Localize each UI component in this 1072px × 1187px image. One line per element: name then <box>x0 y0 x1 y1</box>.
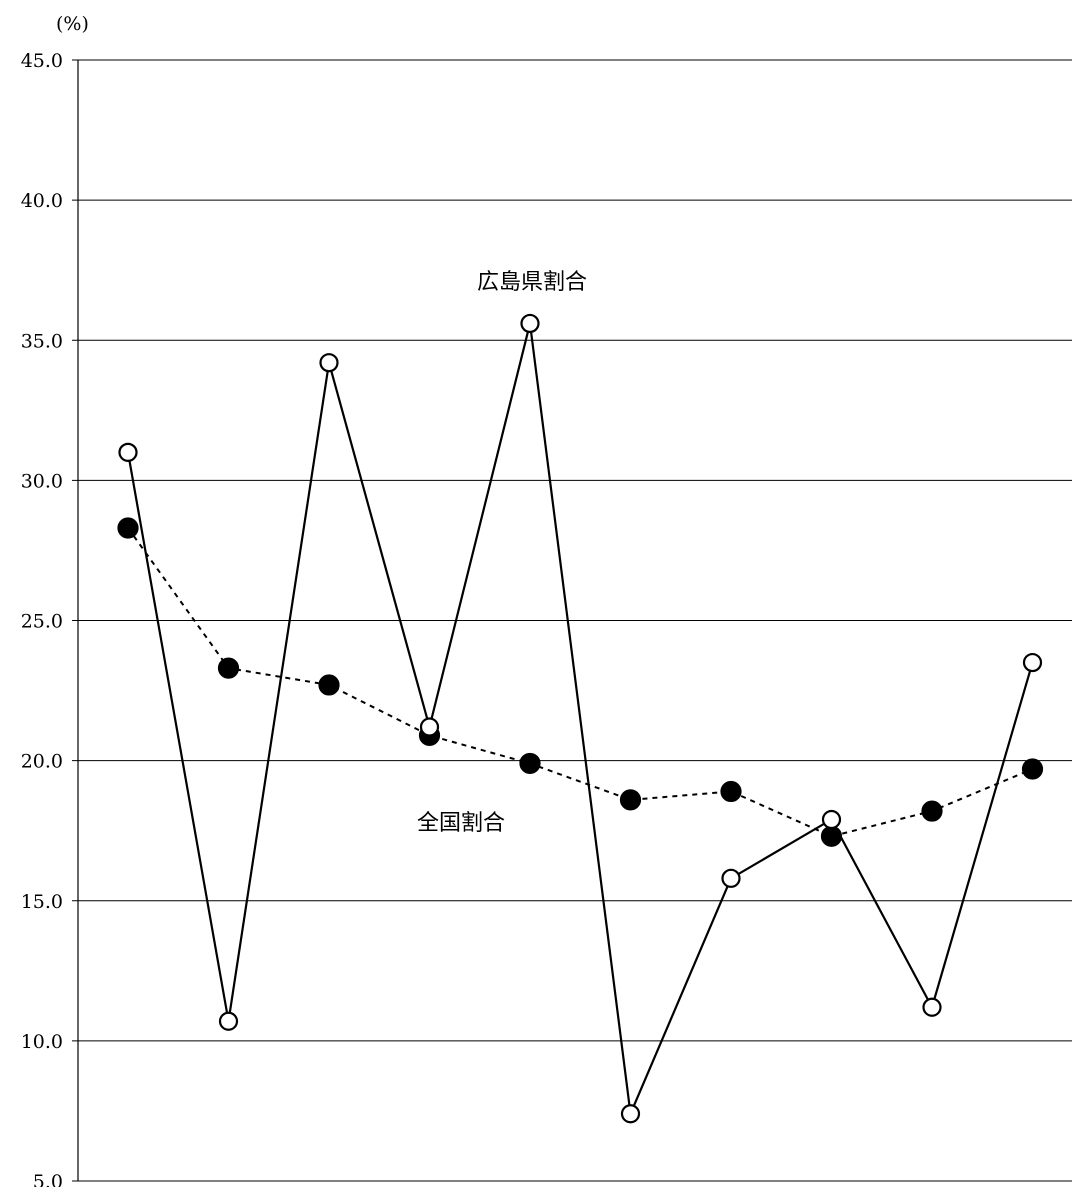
series-label-hiroshima: 広島県割合 <box>477 270 587 295</box>
data-point-national <box>820 825 843 847</box>
y-tick-label: 40.0 <box>21 190 63 212</box>
data-point-national <box>1021 758 1044 780</box>
y-axis-unit-label: (%) <box>56 13 89 35</box>
series-line-national <box>127 527 1033 838</box>
y-tick-label: 5.0 <box>33 1171 63 1187</box>
data-point-national <box>720 780 742 803</box>
series-line-hiroshima <box>126 323 1034 1118</box>
series-label-national: 全国割合 <box>417 811 505 836</box>
data-point-hiroshima <box>620 1104 641 1124</box>
data-point-hiroshima <box>922 997 942 1017</box>
data-point-national <box>519 752 541 775</box>
y-tick-label: 15.0 <box>21 891 63 913</box>
data-markers <box>117 313 1044 1124</box>
data-point-hiroshima <box>520 313 540 334</box>
data-point-hiroshima <box>1022 652 1043 673</box>
data-point-hiroshima <box>218 1011 239 1031</box>
y-tick-label: 20.0 <box>21 751 63 773</box>
data-point-hiroshima <box>721 868 741 888</box>
y-tick-label: 10.0 <box>21 1031 63 1053</box>
data-point-hiroshima <box>419 717 440 737</box>
data-point-national <box>921 800 943 822</box>
data-point-national <box>619 789 642 811</box>
data-point-national <box>318 674 340 696</box>
y-tick-label: 45.0 <box>21 50 63 72</box>
data-point-hiroshima <box>319 353 339 373</box>
data-point-national <box>217 657 240 679</box>
y-tick-label: 25.0 <box>21 611 63 633</box>
data-point-hiroshima <box>821 809 842 830</box>
y-tick-label: 30.0 <box>21 470 63 492</box>
y-axis-tick-labels: 45.0 40.0 35.0 30.0 25.0 20.0 15.0 10.0 5.0 <box>21 50 63 1187</box>
data-point-hiroshima <box>118 442 138 462</box>
data-point-national <box>117 517 139 539</box>
data-series <box>126 323 1034 1118</box>
y-tick-label: 35.0 <box>21 330 63 352</box>
y-gridlines <box>72 59 1072 1182</box>
